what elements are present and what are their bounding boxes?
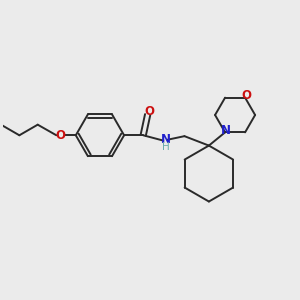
Text: O: O xyxy=(56,129,65,142)
Text: H: H xyxy=(162,142,170,152)
Text: N: N xyxy=(160,133,171,146)
Text: N: N xyxy=(220,124,230,137)
Text: O: O xyxy=(144,105,154,118)
Text: O: O xyxy=(241,89,251,102)
